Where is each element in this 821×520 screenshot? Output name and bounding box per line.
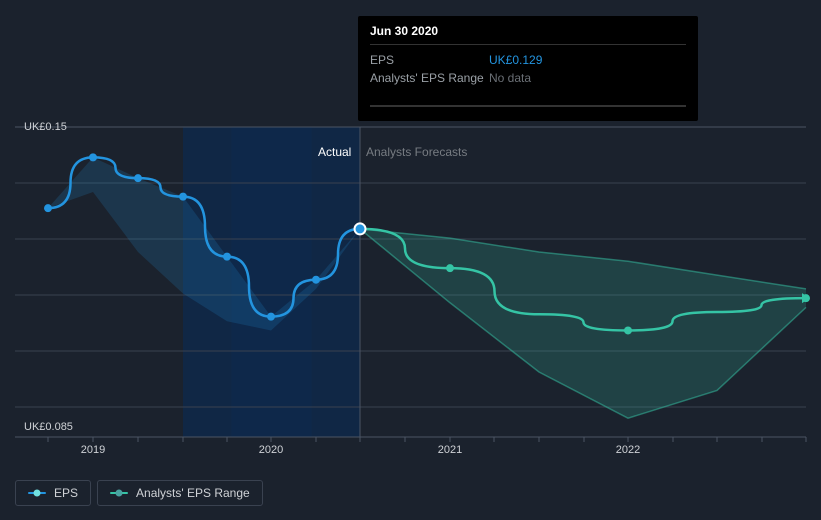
tooltip-row: EPSUK£0.129 — [370, 51, 686, 69]
tooltip-date: Jun 30 2020 — [370, 24, 686, 38]
tooltip-label: EPS — [370, 51, 489, 69]
region-label-forecast: Analysts Forecasts — [366, 145, 467, 159]
y-axis-label: UK£0.15 — [24, 121, 67, 133]
legend-item-epsrange[interactable]: Analysts' EPS Range — [97, 480, 263, 506]
legend-item-eps[interactable]: EPS — [15, 480, 91, 506]
chart-legend: EPS Analysts' EPS Range — [15, 480, 263, 506]
x-axis-tick: 2020 — [259, 444, 283, 456]
legend-label: EPS — [54, 486, 78, 500]
region-label-actual: Actual — [318, 145, 351, 159]
legend-label: Analysts' EPS Range — [136, 486, 250, 500]
divider — [370, 44, 686, 45]
tooltip-value: UK£0.129 — [489, 51, 542, 69]
tooltip-row: Analysts' EPS RangeNo data — [370, 69, 686, 87]
x-axis-tick: 2022 — [616, 444, 640, 456]
divider — [370, 105, 686, 107]
x-axis-tick: 2019 — [81, 444, 105, 456]
legend-swatch — [28, 489, 46, 497]
y-axis-label: UK£0.085 — [24, 421, 73, 433]
legend-swatch — [110, 489, 128, 497]
chart-plot-area[interactable]: Actual Analysts Forecasts — [15, 127, 806, 437]
tooltip-value: No data — [489, 69, 531, 87]
x-axis: 2019 2020 2021 2022 — [15, 444, 806, 460]
tooltip-label: Analysts' EPS Range — [370, 69, 489, 87]
chart-container: Jun 30 2020 EPSUK£0.129Analysts' EPS Ran… — [0, 0, 821, 520]
x-axis-tick: 2021 — [438, 444, 462, 456]
chart-tooltip: Jun 30 2020 EPSUK£0.129Analysts' EPS Ran… — [358, 16, 698, 121]
